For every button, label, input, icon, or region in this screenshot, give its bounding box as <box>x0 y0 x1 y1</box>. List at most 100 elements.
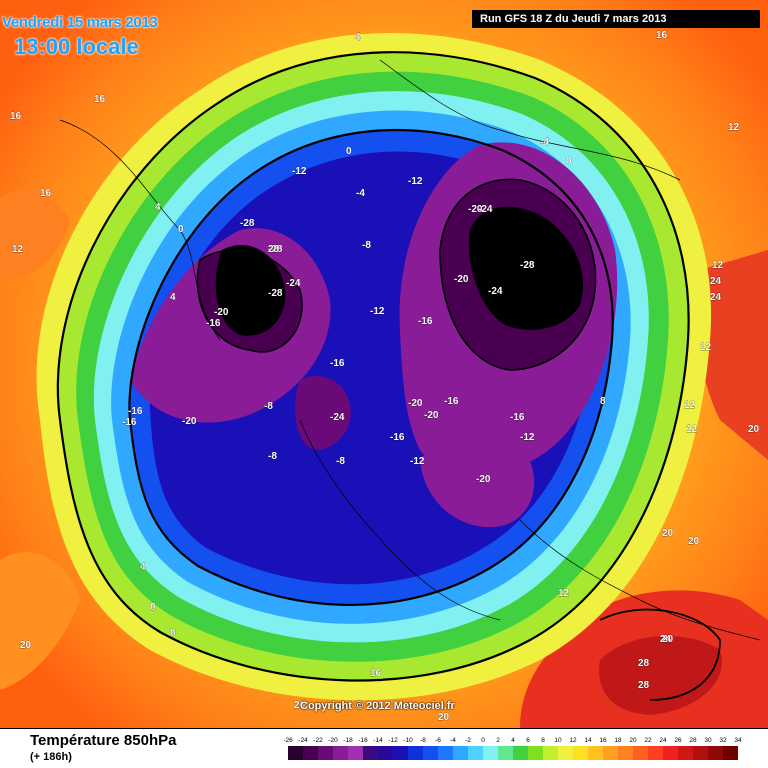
isotherm-label: -4 <box>540 137 549 148</box>
scale-tick-label: -12 <box>388 737 398 744</box>
scale-tick-label: 26 <box>674 737 682 744</box>
scale-swatch <box>603 746 618 760</box>
scale-tick-label: 6 <box>526 737 530 744</box>
isotherm-label: 0 <box>566 156 572 167</box>
scale-swatch <box>393 746 408 760</box>
isotherm-label: 8 <box>170 628 176 639</box>
isotherm-label: 20 <box>20 640 32 651</box>
scale-swatch <box>708 746 723 760</box>
model-run-info: Run GFS 18 Z du Jeudi 7 mars 2013 <box>472 10 760 28</box>
isotherm-label: 4 <box>155 202 161 213</box>
isotherm-label: 4 <box>170 292 176 303</box>
scale-swatch <box>438 746 453 760</box>
scale-tick-label: 22 <box>644 737 652 744</box>
isotherm-label: 24 <box>710 292 722 303</box>
scale-swatch <box>573 746 588 760</box>
scale-tick-label: 32 <box>719 737 727 744</box>
legend-subtitle: (+ 186h) <box>30 751 72 763</box>
cold-core-south <box>420 430 535 528</box>
scale-swatch <box>408 746 423 760</box>
isotherm-label: 12 <box>686 424 698 435</box>
scale-tick-label: 10 <box>554 737 562 744</box>
isotherm-label: 16 <box>40 188 52 199</box>
isotherm-label: 8 <box>600 396 606 407</box>
isotherm-label: -8 <box>268 451 277 462</box>
scale-tick-label: -20 <box>328 737 338 744</box>
isotherm-contour-southeast <box>599 608 721 701</box>
isotherm-label: -20 <box>214 307 229 318</box>
isotherm-label: -12 <box>292 166 307 177</box>
scale-swatch <box>558 746 573 760</box>
isotherm-label: 12 <box>684 400 696 411</box>
scale-tick-label: 34 <box>734 737 742 744</box>
scale-swatch <box>423 746 438 760</box>
isotherm-label: -16 <box>330 358 345 369</box>
isotherm-label: -28 <box>240 218 255 229</box>
forecast-time: 13:00 locale <box>14 34 139 59</box>
isotherm-label: -12 <box>370 306 385 317</box>
scale-swatch <box>453 746 468 760</box>
isotherm-label: -16 <box>444 396 459 407</box>
isotherm-label: -16 <box>510 412 525 423</box>
scale-swatch <box>288 746 303 760</box>
isotherm-label: 12 <box>700 342 712 353</box>
scale-swatch <box>618 746 633 760</box>
isotherm-label: -4 <box>356 188 365 199</box>
isotherm-contour-west-core <box>196 249 303 353</box>
isotherm-label: 12 <box>558 588 570 599</box>
scale-tick-label: -2 <box>465 737 471 744</box>
scale-tick-label: -22 <box>313 737 323 744</box>
isotherm-label: -20 <box>476 474 491 485</box>
isotherm-label: 12 <box>12 244 24 255</box>
isotherm-label: -12 <box>520 432 535 443</box>
color-scale: -26 -24 -22 -20 -18 -16 -14 -12 -10 -8 -6 -4 -2 0 2 4 6 8… <box>284 737 742 760</box>
isotherm-label: -24 <box>488 286 503 297</box>
scale-tick-label: 16 <box>599 737 607 744</box>
scale-swatch <box>468 746 483 760</box>
isotherm-label: 4 <box>355 32 361 43</box>
isotherm-label: -20 <box>424 410 439 421</box>
scale-swatch <box>693 746 708 760</box>
isotherm-label: 20 <box>662 528 674 539</box>
hot-region-east <box>696 250 768 460</box>
scale-tick-label: -4 <box>450 737 456 744</box>
warm-region-southwest <box>0 552 80 690</box>
copyright-text: Copyright © 2012 Meteociel.fr <box>300 700 455 712</box>
isotherm-label: -24 <box>286 278 301 289</box>
cold-core-west-darkest <box>215 244 286 336</box>
isotherm-label: 20 <box>688 536 700 547</box>
temperature-map: -28-28-28-28-24-24-24-24-20-20-20-20-20-… <box>0 0 768 728</box>
isotherm-label: -24 <box>478 204 493 215</box>
isotherm-label: -20 <box>468 204 483 215</box>
scale-swatch <box>663 746 678 760</box>
isotherm-label: -12 <box>408 176 423 187</box>
scale-swatch <box>723 746 738 760</box>
isotherm-label: 28 <box>268 244 280 255</box>
isotherm-label: -24 <box>330 412 345 423</box>
isotherm-label: -16 <box>128 406 143 417</box>
isotherm-label: -16 <box>206 318 221 329</box>
isotherm-label: 20 <box>748 424 760 435</box>
isotherm-label: -28 <box>268 288 283 299</box>
cold-core-center <box>295 376 351 450</box>
scale-tick-label: -18 <box>343 737 353 744</box>
scale-tick-label: -14 <box>373 737 383 744</box>
scale-swatch <box>483 746 498 760</box>
isotherm-label: 8 <box>150 602 156 613</box>
scale-tick-label: -8 <box>420 737 426 744</box>
scale-tick-label: 20 <box>629 737 637 744</box>
scale-swatch <box>333 746 348 760</box>
isotherm-label: -8 <box>264 401 273 412</box>
isotherm-label: -16 <box>122 417 137 428</box>
warm-region-west <box>0 189 70 280</box>
isotherm-label: 28 <box>638 658 650 669</box>
isotherm-label: 16 <box>656 30 668 41</box>
scale-swatch <box>498 746 513 760</box>
scale-tick-label: 12 <box>569 737 577 744</box>
scale-swatch <box>633 746 648 760</box>
isotherm-label: -8 <box>336 456 345 467</box>
isotherm-label: -20 <box>454 274 469 285</box>
coastline-3 <box>379 59 681 181</box>
scale-swatch <box>378 746 393 760</box>
